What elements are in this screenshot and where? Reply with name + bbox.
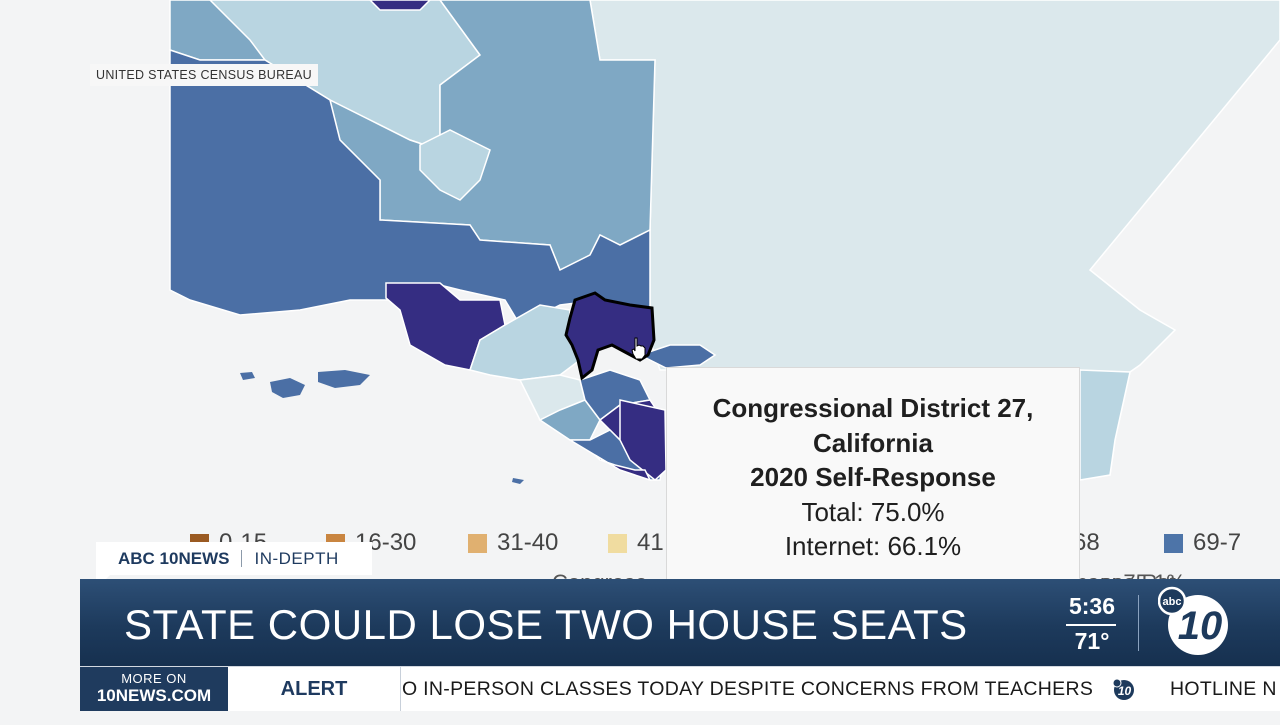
district-oc-dark (619, 399, 667, 481)
ticker-text: O IN-PERSON CLASSES TODAY DESPITE CONCER… (402, 678, 1094, 700)
district-riverside-east (1079, 369, 1131, 481)
island-3 (240, 372, 255, 380)
logo-channel-text: 10 (1178, 604, 1223, 648)
svg-text:10: 10 (1118, 684, 1132, 698)
district-north-dark (368, 0, 432, 11)
hand-cursor-icon (631, 337, 646, 360)
legend-label: 41 (637, 529, 664, 556)
legend-swatch (608, 533, 627, 553)
district-tooltip: Congressional District 27, California 20… (666, 367, 1080, 582)
tooltip-total: Total: 75.0% (801, 496, 945, 527)
more-on-label: MORE ON (121, 671, 187, 686)
district-27-highlight (564, 291, 656, 381)
island-4 (512, 478, 524, 484)
clock-time: 5:36 (1068, 593, 1116, 619)
logo-network-text: abc (1163, 596, 1182, 608)
source-label: UNITED STATES CENSUS BUREAU (90, 64, 318, 86)
legend-item-41: 41 (608, 528, 664, 558)
temperature: 71° (1074, 628, 1110, 654)
legend-item-31-40: 31-40 (468, 528, 558, 558)
legend-label: 69-7 (1193, 529, 1242, 556)
district-west-dark (169, 48, 651, 326)
legend-item-69: 69-7 (1164, 528, 1241, 558)
abc10-logo-icon: abc 10 (1158, 586, 1228, 655)
more-on-site-box[interactable]: MORE ON 10NEWS.COM (80, 667, 228, 711)
tooltip-title-line2: California (813, 427, 933, 458)
site-label: 10NEWS.COM (96, 686, 212, 705)
tag-divider (241, 550, 243, 567)
island-1 (270, 378, 305, 398)
island-2 (318, 370, 370, 388)
tooltip-title-line3: 2020 Self-Response (750, 462, 996, 492)
district-la-mid-2 (538, 399, 601, 441)
tooltip-title-line1: Congressional District 27, (712, 393, 1034, 423)
legend-swatch (1164, 533, 1183, 553)
legend-label: 31-40 (497, 529, 559, 556)
alert-label: ALERT (228, 667, 401, 711)
ticker-text-next: HOTLINE N (1170, 678, 1277, 700)
district-coast-dark (594, 454, 652, 482)
tag-brand: ABC 10NEWS (118, 548, 230, 568)
district-north-small (419, 129, 491, 201)
logo-divider (1138, 595, 1139, 651)
headline-text: STATE COULD LOSE TWO HOUSE SEATS (124, 601, 968, 648)
tag-topic: IN-DEPTH (254, 548, 339, 568)
show-tag: ABC 10NEWS IN-DEPTH (96, 542, 372, 575)
time-divider (1066, 624, 1116, 626)
legend-swatch (468, 533, 487, 553)
headline-bar: STATE COULD LOSE TWO HOUSE SEATS 5:36 71… (80, 579, 1280, 666)
news-ticker: MORE ON 10NEWS.COM ALERT O IN-PERSON CLA… (80, 666, 1280, 711)
tooltip-internet: Internet: 66.1% (784, 531, 962, 561)
abc10-small-logo-icon: 10 (1112, 678, 1134, 700)
